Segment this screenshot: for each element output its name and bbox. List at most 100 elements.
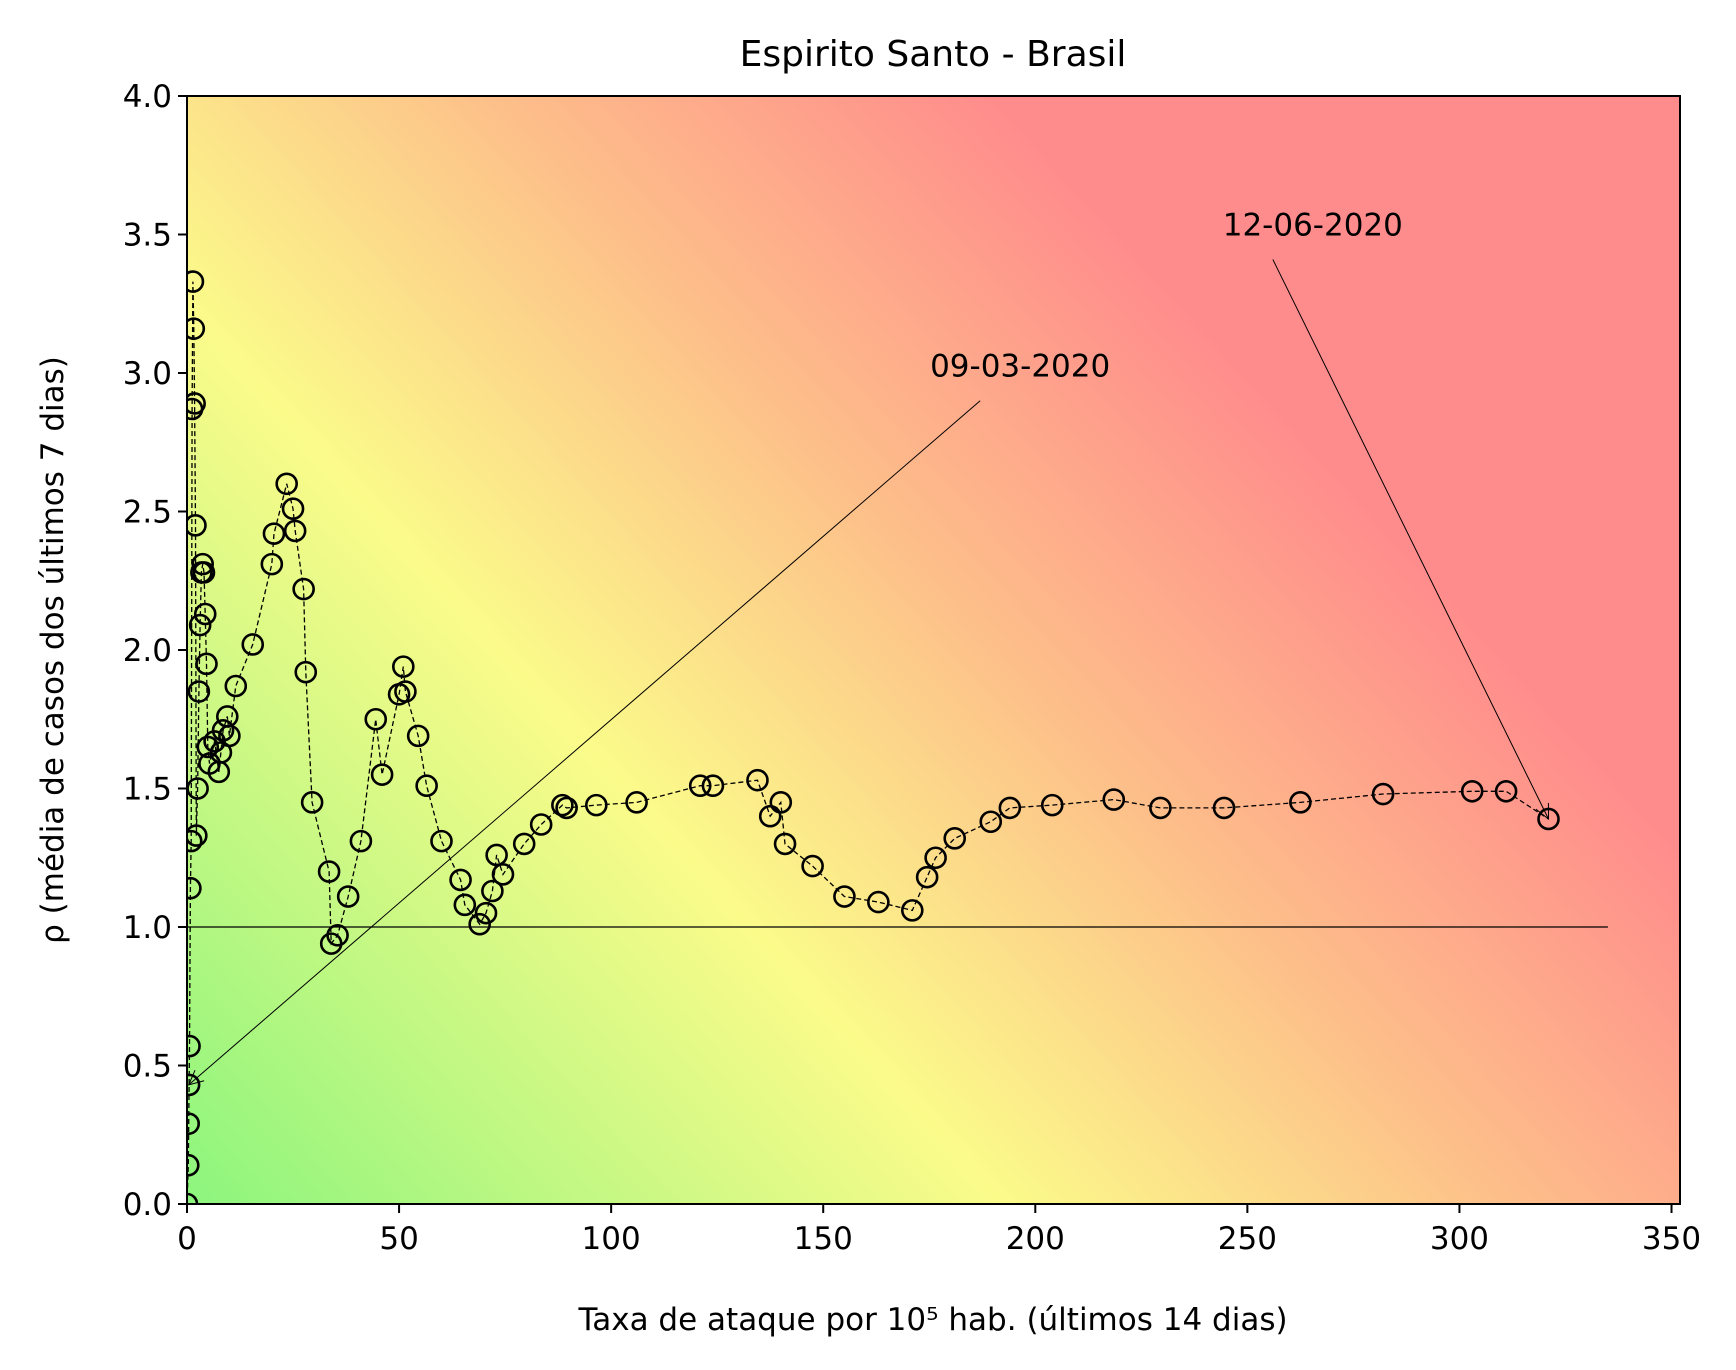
annotations: 09-03-2020 12-06-2020 [187, 207, 1550, 1086]
annotation-arrow [188, 400, 981, 1086]
data-point [453, 893, 477, 917]
data-point [211, 719, 235, 742]
data-point [1102, 788, 1126, 811]
data-point [294, 660, 318, 684]
x-tick-label: 100 [582, 1221, 641, 1257]
y-tick-label: 4.0 [123, 79, 172, 115]
data-point [801, 854, 824, 878]
x-tick-label: 250 [1218, 1221, 1277, 1257]
x-tick-label: 150 [794, 1221, 853, 1257]
x-tick-label: 50 [379, 1221, 418, 1257]
data-point [394, 680, 417, 703]
data-point [979, 810, 1003, 834]
data-point [491, 863, 515, 886]
y-axis-label: ρ (média de casos dos últimos 7 dias) [35, 356, 71, 944]
y-tick-label: 1.5 [123, 772, 172, 808]
data-point [187, 392, 206, 415]
data-point [224, 674, 248, 698]
data-point [241, 633, 265, 656]
data-point [281, 497, 305, 521]
data-point [187, 514, 207, 537]
data-point [769, 791, 793, 814]
data-point [415, 774, 438, 798]
data-point [364, 707, 388, 731]
data-point [833, 885, 856, 908]
data-point [1212, 796, 1236, 820]
x-tick-label: 300 [1430, 1221, 1489, 1257]
data-point [1040, 793, 1064, 817]
y-tick-label: 3.5 [123, 218, 172, 254]
data-point [943, 827, 967, 850]
data-point [701, 774, 725, 798]
data-point [551, 793, 574, 817]
x-axis-ticks: 0 50 100 150 200 250 300 350 [177, 1204, 1701, 1257]
data-point [392, 655, 415, 678]
data-point [915, 865, 939, 889]
data-point [449, 868, 472, 892]
data-point [406, 724, 430, 748]
data-point [468, 912, 491, 936]
data-point [1460, 779, 1484, 803]
data-point [481, 879, 504, 903]
annotation-arrowhead [1535, 802, 1550, 821]
data-point [474, 901, 498, 925]
x-axis-label: Taxa de ataque por 10⁵ hab. (últimos 14 … [577, 1302, 1287, 1338]
data-point [260, 552, 284, 576]
data-point [300, 791, 324, 814]
x-tick-label: 0 [177, 1221, 197, 1257]
data-point [191, 552, 214, 576]
data-point [187, 829, 203, 853]
x-tick-label: 350 [1642, 1221, 1701, 1257]
risk-gradient-background [187, 96, 1680, 1204]
annotation-label: 09-03-2020 [930, 349, 1110, 385]
y-axis-ticks: 0.0 0.5 1.0 1.5 2.0 2.5 3.0 3.5 4.0 [123, 79, 187, 1223]
data-point [867, 890, 890, 914]
data-point [998, 796, 1022, 820]
y-tick-label: 2.5 [123, 495, 172, 531]
x-tick-label: 200 [1006, 1221, 1065, 1257]
data-point [262, 522, 286, 545]
data-point [370, 763, 394, 786]
data-point [187, 876, 202, 900]
y-tick-label: 1.0 [123, 910, 172, 946]
data-point [326, 924, 349, 947]
chart-title: Espirito Santo - Brasil [740, 34, 1127, 75]
data-point [192, 561, 216, 584]
data-point [336, 885, 360, 908]
series-points [187, 270, 1560, 1204]
data-point [900, 899, 924, 922]
data-point [187, 1073, 201, 1097]
data-point [585, 793, 608, 817]
data-point [688, 774, 712, 798]
data-point [924, 846, 947, 870]
data-point [1371, 782, 1395, 806]
data-point [292, 577, 315, 601]
data-point [625, 791, 648, 814]
data-point [275, 472, 298, 496]
data-point [283, 519, 307, 543]
y-tick-label: 0.5 [123, 1049, 172, 1085]
y-tick-label: 3.0 [123, 356, 172, 392]
data-point [555, 796, 578, 820]
data-point [187, 1112, 200, 1135]
y-tick-label: 2.0 [123, 633, 172, 669]
data-point [317, 860, 341, 883]
data-point [485, 843, 508, 867]
data-point [187, 270, 205, 293]
y-tick-label: 0.0 [123, 1187, 172, 1223]
series-line [187, 281, 1549, 1204]
data-point [187, 680, 211, 703]
annotation-arrowhead [187, 1070, 205, 1086]
data-point [196, 735, 220, 759]
annotation-label: 12-06-2020 [1223, 207, 1403, 243]
data-point [529, 813, 553, 836]
data-point [1289, 791, 1312, 814]
data-point [218, 724, 241, 748]
data-point [195, 652, 218, 676]
data-point [187, 1034, 201, 1058]
data-point [773, 832, 797, 856]
data-point [349, 829, 373, 853]
data-point [430, 829, 453, 853]
data-point [1149, 796, 1172, 820]
